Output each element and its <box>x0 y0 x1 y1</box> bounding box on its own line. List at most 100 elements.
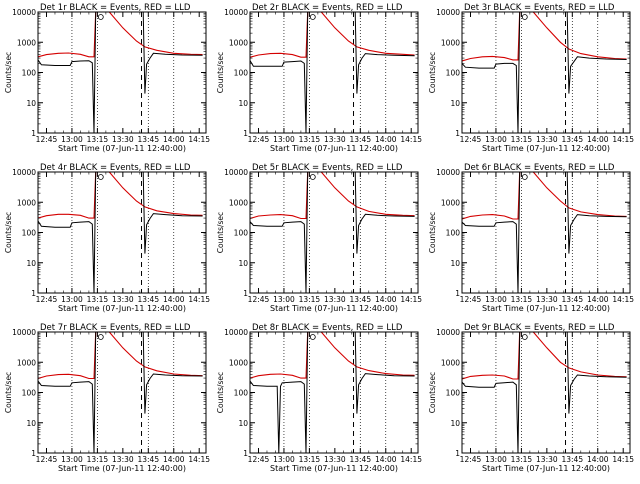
plot-frame <box>37 331 207 454</box>
chart-panel-5: Det 5r BLACK = Events, RED = LLD 1 10 100 10… <box>216 163 422 313</box>
events-series-line <box>38 172 203 293</box>
y-tick-label: 1 <box>31 449 36 458</box>
x-tick-label: 12:45 <box>36 135 58 144</box>
x-tick-label: 13:15 <box>299 135 321 144</box>
x-tick-label: 13:00 <box>61 455 83 464</box>
x-tick-label: 14:15 <box>400 455 422 464</box>
plot-frame <box>37 11 207 134</box>
y-tick-label: 10000 <box>436 168 460 177</box>
x-tick-label: 12:45 <box>460 295 482 304</box>
y-tick-label: 1 <box>243 129 248 138</box>
x-axis-label: Start Time (07-Jun-11 12:40:00) <box>482 304 610 313</box>
y-tick-label: 1000 <box>229 198 248 207</box>
peak-marker <box>309 334 316 340</box>
x-axis-label: Start Time (07-Jun-11 12:40:00) <box>270 304 398 313</box>
x-tick-label: 13:15 <box>87 135 109 144</box>
x-tick-label: 13:15 <box>511 135 533 144</box>
lld-series-line <box>250 12 415 58</box>
x-tick-label: 14:00 <box>587 295 609 304</box>
y-tick-label: 10 <box>450 99 460 108</box>
x-tick-label: 13:45 <box>137 455 159 464</box>
x-axis-label: Start Time (07-Jun-11 12:40:00) <box>58 464 186 473</box>
x-axis-label: Start Time (07-Jun-11 12:40:00) <box>270 144 398 153</box>
y-tick-label: 10000 <box>224 328 248 337</box>
y-tick-label: 100 <box>22 229 37 238</box>
x-tick-label: 13:45 <box>561 455 583 464</box>
x-tick-label: 14:15 <box>400 295 422 304</box>
peak-marker <box>97 334 104 340</box>
x-tick-label: 14:15 <box>188 295 210 304</box>
y-tick-label: 10 <box>26 259 36 268</box>
x-tick-label: 13:30 <box>324 135 346 144</box>
lld-series-line <box>462 12 627 62</box>
y-axis-label: Counts/sec <box>216 52 225 93</box>
x-tick-label: 12:45 <box>248 455 270 464</box>
x-tick-label: 13:30 <box>536 295 558 304</box>
chart-title: Det 1r BLACK = Events, RED = LLD <box>40 3 191 13</box>
y-tick-label: 1 <box>31 129 36 138</box>
y-tick-label: 10 <box>450 419 460 428</box>
y-tick-label: 100 <box>234 389 249 398</box>
plot-frame <box>37 171 207 294</box>
x-tick-label: 13:30 <box>112 455 134 464</box>
events-series-line <box>462 332 627 453</box>
y-axis-label: Counts/sec <box>4 52 13 93</box>
y-tick-label: 1 <box>31 289 36 298</box>
x-tick-label: 13:15 <box>87 455 109 464</box>
chart-title: Det 3r BLACK = Events, RED = LLD <box>464 3 615 13</box>
events-series-line <box>250 172 415 293</box>
y-tick-label: 1000 <box>17 358 36 367</box>
y-tick-label: 100 <box>234 69 249 78</box>
y-tick-label: 100 <box>446 389 461 398</box>
x-tick-label: 12:45 <box>460 135 482 144</box>
x-tick-label: 14:00 <box>375 455 397 464</box>
lld-series-line <box>462 172 627 220</box>
lld-series-line <box>462 332 627 380</box>
chart-panel-7: Det 7r BLACK = Events, RED = LLD 1 10 100 10… <box>4 323 210 473</box>
plot-frame <box>461 331 631 454</box>
chart-panel-2: Det 2r BLACK = Events, RED = LLD 1 10 100 10… <box>216 3 422 153</box>
x-tick-label: 13:00 <box>61 295 83 304</box>
x-tick-label: 13:30 <box>536 455 558 464</box>
peak-marker <box>521 14 528 20</box>
y-axis-label: Counts/sec <box>4 372 13 413</box>
y-tick-label: 10 <box>238 419 248 428</box>
chart-title: Det 2r BLACK = Events, RED = LLD <box>252 3 403 13</box>
y-tick-label: 10000 <box>436 8 460 17</box>
x-tick-label: 14:00 <box>163 135 185 144</box>
y-tick-label: 1000 <box>441 198 460 207</box>
lld-series-line <box>250 332 415 379</box>
x-tick-label: 13:15 <box>299 455 321 464</box>
x-tick-label: 14:15 <box>612 455 634 464</box>
x-tick-label: 13:00 <box>61 135 83 144</box>
y-tick-label: 1000 <box>441 38 460 47</box>
chart-title: Det 5r BLACK = Events, RED = LLD <box>252 163 403 173</box>
plot-frame <box>461 11 631 134</box>
plot-frame <box>249 331 419 454</box>
chart-title: Det 6r BLACK = Events, RED = LLD <box>464 163 615 173</box>
y-axis-label: Counts/sec <box>216 212 225 253</box>
x-tick-label: 14:15 <box>612 295 634 304</box>
y-tick-label: 10 <box>238 99 248 108</box>
x-tick-label: 13:15 <box>511 295 533 304</box>
y-tick-label: 100 <box>22 389 37 398</box>
y-tick-label: 10000 <box>224 168 248 177</box>
y-axis-label: Counts/sec <box>428 372 437 413</box>
x-tick-label: 14:15 <box>612 135 634 144</box>
events-series-line <box>250 12 415 133</box>
peak-marker <box>521 174 528 180</box>
y-tick-label: 100 <box>446 229 461 238</box>
x-tick-label: 14:15 <box>188 455 210 464</box>
y-tick-label: 1 <box>455 129 460 138</box>
x-tick-label: 12:45 <box>248 135 270 144</box>
events-series-line <box>38 12 203 133</box>
y-tick-label: 10000 <box>436 328 460 337</box>
x-tick-label: 13:00 <box>273 295 295 304</box>
y-tick-label: 10000 <box>12 8 36 17</box>
y-tick-label: 10 <box>238 259 248 268</box>
lld-series-line <box>250 172 415 220</box>
x-tick-label: 13:45 <box>137 295 159 304</box>
x-tick-label: 13:45 <box>137 135 159 144</box>
x-tick-label: 13:45 <box>561 295 583 304</box>
x-tick-label: 14:00 <box>587 455 609 464</box>
